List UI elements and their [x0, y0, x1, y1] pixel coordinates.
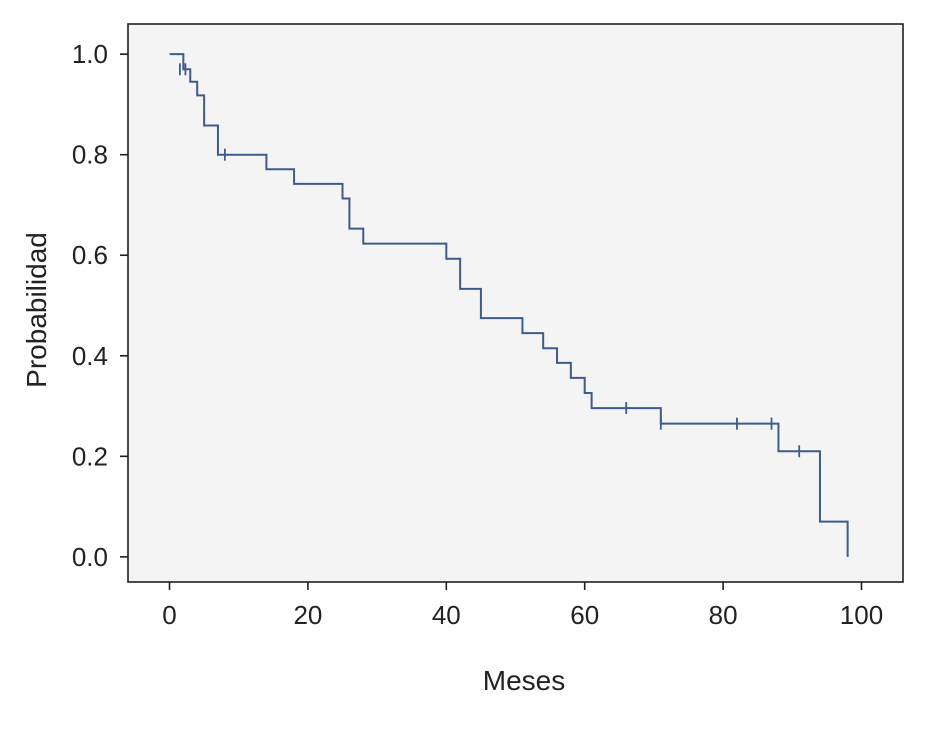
censor-marks: [178, 63, 801, 458]
y-tick-label: 0.8: [72, 140, 108, 170]
x-axis: 0 20 40 60 80 100: [162, 582, 883, 630]
y-axis-title: Probabilidad: [21, 232, 52, 388]
x-tick-label: 40: [432, 600, 461, 630]
y-tick-label: 0.0: [72, 542, 108, 572]
x-axis-title: Meses: [483, 665, 565, 696]
y-tick-label: 0.6: [72, 240, 108, 270]
x-tick-label: 80: [709, 600, 738, 630]
x-tick-label: 100: [840, 600, 883, 630]
y-tick-label: 0.4: [72, 341, 108, 371]
y-tick-label: 1.0: [72, 39, 108, 69]
y-tick-label: 0.2: [72, 441, 108, 471]
x-tick-label: 20: [293, 600, 322, 630]
x-tick-label: 60: [570, 600, 599, 630]
plot-background: [128, 24, 903, 582]
plot-frame: [127, 23, 904, 583]
x-tick-label: 0: [162, 600, 176, 630]
survival-step-line: [169, 53, 849, 557]
y-axis: 0.0 0.2 0.4 0.6 0.8 1.0: [72, 39, 128, 572]
